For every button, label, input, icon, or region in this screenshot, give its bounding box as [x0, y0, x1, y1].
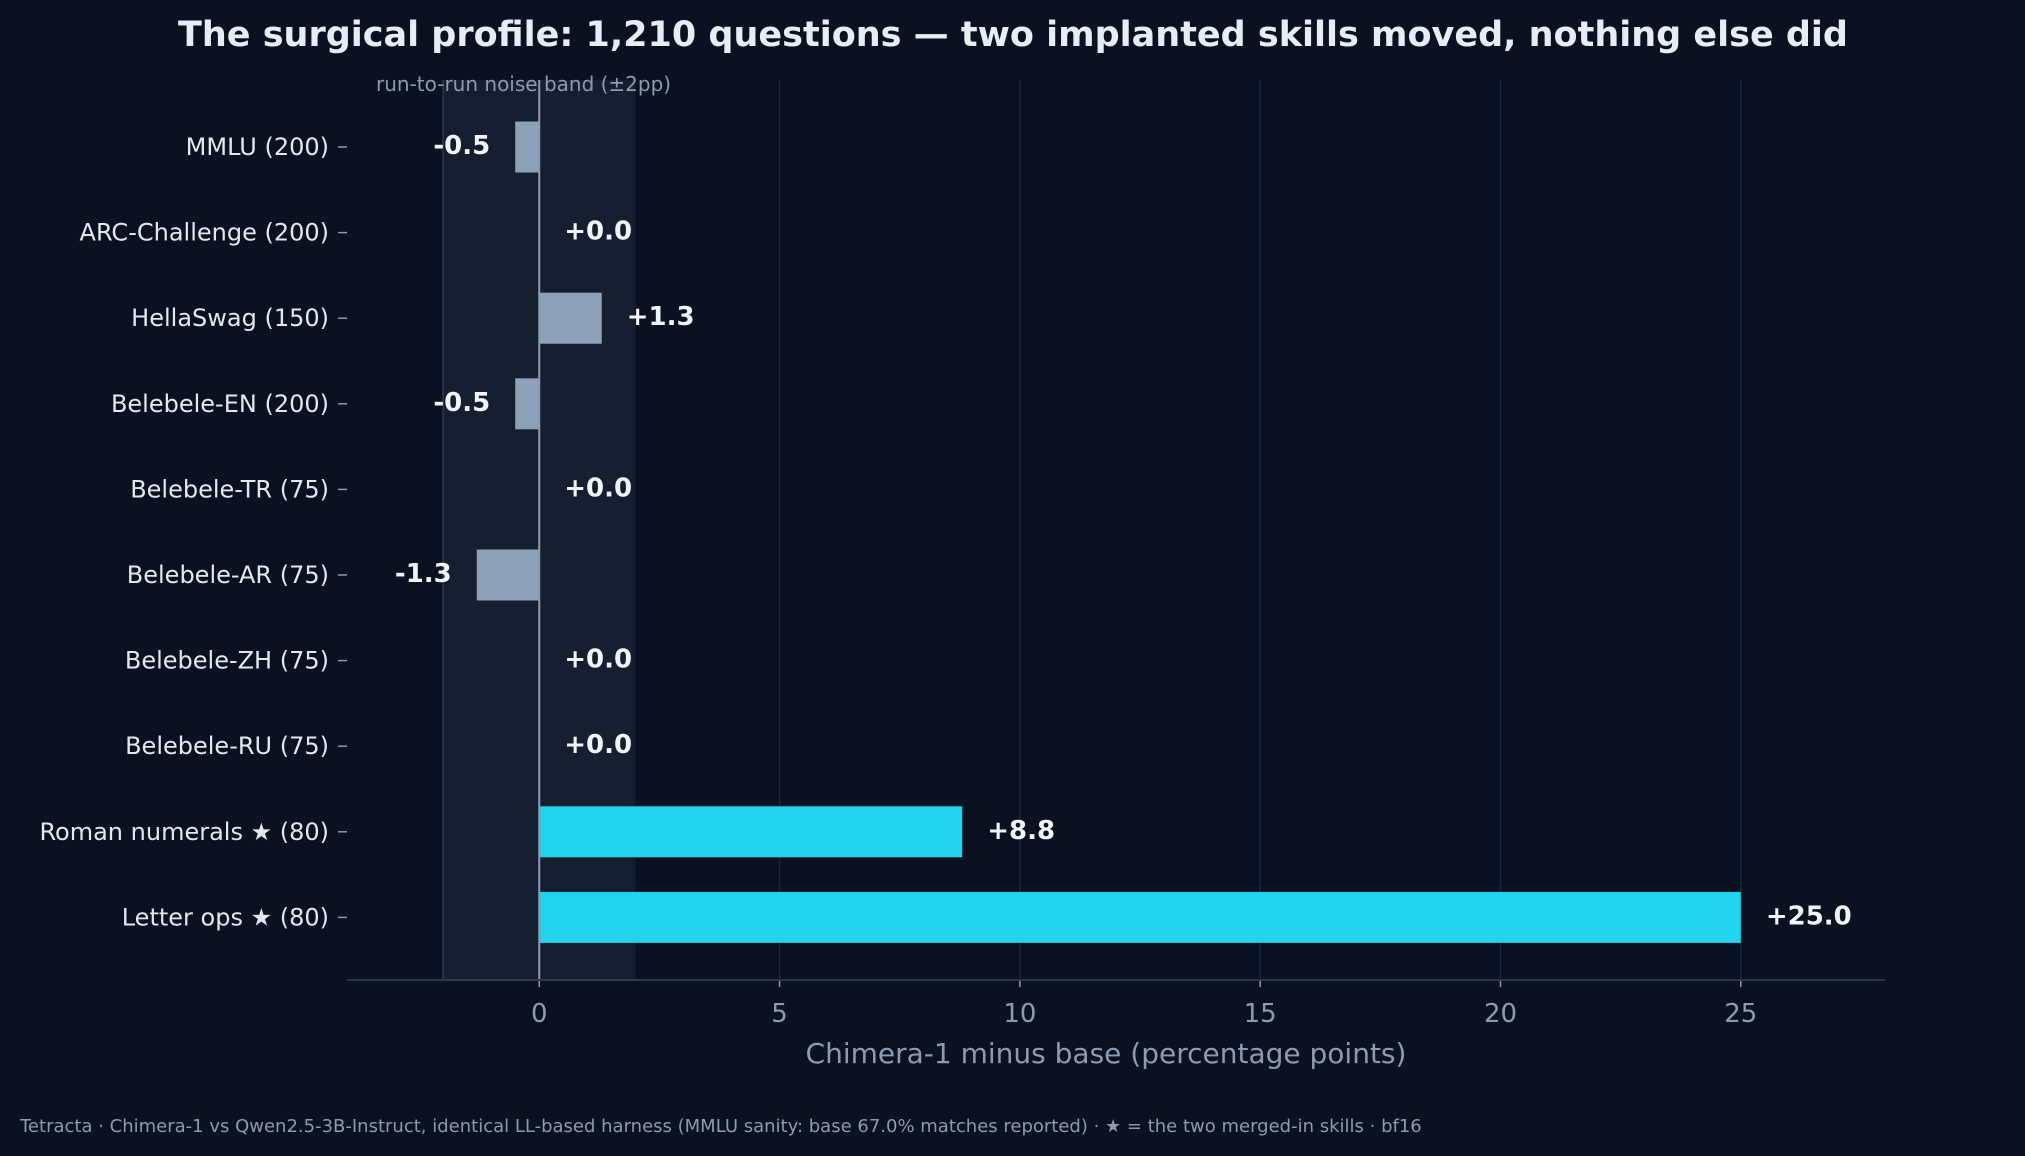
bar-0 — [515, 121, 540, 173]
category-label-6: Belebele-ZH (75) — [125, 647, 329, 675]
bar-3 — [515, 378, 540, 430]
category-label-3: Belebele-EN (200) — [111, 390, 329, 418]
value-label-1: +0.0 — [564, 217, 632, 247]
value-label-5: -1.3 — [395, 559, 452, 589]
category-label-1: ARC-Challenge (200) — [80, 219, 329, 247]
value-label-6: +0.0 — [564, 645, 632, 675]
category-label-0: MMLU (200) — [186, 133, 329, 161]
value-label-0: -0.5 — [433, 131, 490, 161]
noise-band-label: run-to-run noise band (±2pp) — [376, 72, 671, 96]
value-label-2: +1.3 — [627, 302, 695, 332]
footer-note: Tetracta · Chimera-1 vs Qwen2.5-3B-Instr… — [19, 1116, 1422, 1137]
x-tick-label-5: 5 — [771, 999, 788, 1029]
category-label-8: Roman numerals ★ (80) — [39, 818, 329, 846]
x-tick-label-20: 20 — [1484, 999, 1517, 1029]
bar-2 — [539, 292, 602, 344]
category-label-2: HellaSwag (150) — [131, 304, 329, 332]
value-label-8: +8.8 — [987, 816, 1055, 846]
x-axis-label: Chimera-1 minus base (percentage points) — [806, 1037, 1407, 1070]
value-label-3: -0.5 — [433, 388, 490, 418]
x-tick-label-25: 25 — [1724, 999, 1757, 1029]
value-label-4: +0.0 — [564, 473, 632, 503]
x-tick-label-0: 0 — [531, 999, 548, 1029]
bar-5 — [476, 549, 540, 601]
value-label-9: +25.0 — [1766, 901, 1852, 931]
category-label-5: Belebele-AR (75) — [127, 561, 329, 589]
bar-9 — [539, 891, 1741, 943]
x-tick-label-15: 15 — [1244, 999, 1277, 1029]
x-tick-label-10: 10 — [1003, 999, 1036, 1029]
value-label-7: +0.0 — [564, 730, 632, 760]
bar-8 — [539, 806, 963, 858]
category-label-4: Belebele-TR (75) — [130, 475, 329, 503]
category-label-7: Belebele-RU (75) — [125, 732, 329, 760]
category-label-9: Letter ops ★ (80) — [122, 903, 329, 931]
chart-title: The surgical profile: 1,210 questions — … — [178, 15, 1848, 55]
